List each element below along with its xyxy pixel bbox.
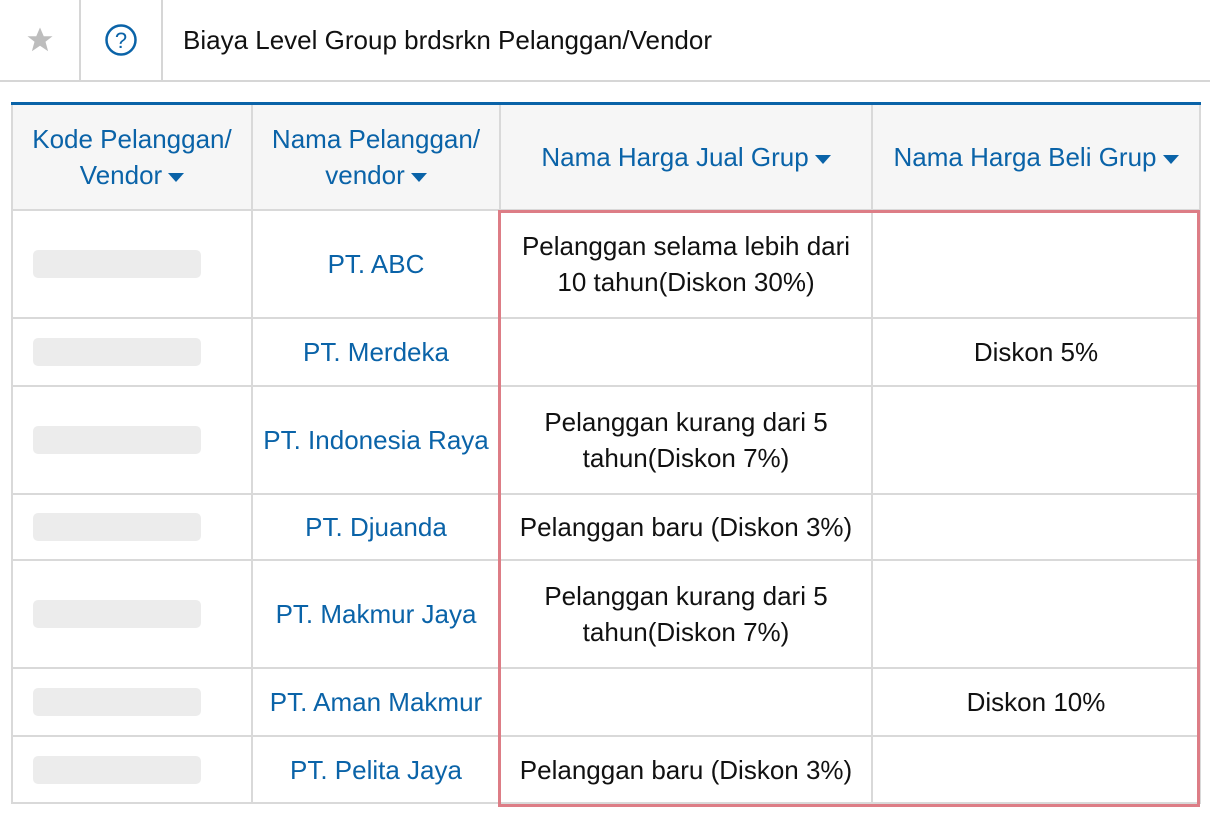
code-cell xyxy=(11,317,253,387)
buy-group-cell[interactable] xyxy=(871,385,1201,495)
code-cell xyxy=(11,735,253,804)
name-cell[interactable]: PT. Djuanda xyxy=(251,493,501,561)
column-label: Nama Harga Jual Grup xyxy=(541,142,809,172)
buy-group-cell[interactable] xyxy=(871,559,1201,669)
group-price-table: Kode Pelanggan/ Vendor Nama Pelanggan/ v… xyxy=(11,102,1201,804)
column-header-buy-group[interactable]: Nama Harga Beli Grup xyxy=(871,102,1201,211)
buy-group-cell[interactable] xyxy=(871,493,1201,561)
buy-group-cell[interactable]: Diskon 5% xyxy=(871,317,1201,387)
table-row[interactable]: PT. Aman Makmur Diskon 10% xyxy=(11,667,1201,737)
table-row[interactable]: PT. Merdeka Diskon 5% xyxy=(11,317,1201,387)
sell-group-cell[interactable]: Pelanggan baru (Diskon 3%) xyxy=(499,735,873,804)
table-row[interactable]: PT. Pelita Jaya Pelanggan baru (Diskon 3… xyxy=(11,735,1201,804)
sell-group-cell[interactable]: Pelanggan kurang dari 5 tahun(Diskon 7%) xyxy=(499,385,873,495)
svg-text:?: ? xyxy=(115,28,127,53)
buy-group-cell[interactable] xyxy=(871,735,1201,804)
table-row[interactable]: PT. Djuanda Pelanggan baru (Diskon 3%) xyxy=(11,493,1201,561)
name-cell[interactable]: PT. Merdeka xyxy=(251,317,501,387)
name-cell[interactable]: PT. Pelita Jaya xyxy=(251,735,501,804)
name-cell[interactable]: PT. Makmur Jaya xyxy=(251,559,501,669)
code-placeholder xyxy=(33,250,201,278)
code-placeholder xyxy=(33,513,201,541)
sell-group-cell[interactable]: Pelanggan kurang dari 5 tahun(Diskon 7%) xyxy=(499,559,873,669)
help-button[interactable]: ? xyxy=(81,0,163,80)
table-header-row: Kode Pelanggan/ Vendor Nama Pelanggan/ v… xyxy=(11,102,1201,211)
name-cell[interactable]: PT. ABC xyxy=(251,209,501,319)
caret-down-icon xyxy=(168,172,185,182)
table-row[interactable]: PT. ABC Pelanggan selama lebih dari 10 t… xyxy=(11,209,1201,319)
buy-group-cell[interactable]: Diskon 10% xyxy=(871,667,1201,737)
code-placeholder xyxy=(33,600,201,628)
code-placeholder xyxy=(33,755,201,784)
favorite-button[interactable] xyxy=(0,0,81,80)
code-cell xyxy=(11,493,253,561)
sell-group-cell[interactable]: Pelanggan baru (Diskon 3%) xyxy=(499,493,873,561)
column-label: Nama Harga Beli Grup xyxy=(893,142,1157,172)
code-placeholder xyxy=(33,338,201,366)
code-cell xyxy=(11,209,253,319)
code-cell xyxy=(11,667,253,737)
column-header-sell-group[interactable]: Nama Harga Jual Grup xyxy=(499,102,873,211)
help-circle-icon: ? xyxy=(105,24,137,56)
page-title: Biaya Level Group brdsrkn Pelanggan/Vend… xyxy=(183,24,713,55)
caret-down-icon xyxy=(814,154,831,164)
table-row[interactable]: PT. Indonesia Raya Pelanggan kurang dari… xyxy=(11,385,1201,495)
sell-group-cell[interactable] xyxy=(499,667,873,737)
name-cell[interactable]: PT. Indonesia Raya xyxy=(251,385,501,495)
column-header-name[interactable]: Nama Pelanggan/ vendor xyxy=(251,102,501,211)
column-label: Kode Pelanggan/ Vendor xyxy=(32,124,232,190)
column-label: Nama Pelanggan/ vendor xyxy=(271,124,481,190)
caret-down-icon xyxy=(410,172,427,182)
code-placeholder xyxy=(33,426,201,454)
code-cell xyxy=(11,385,253,495)
code-cell xyxy=(11,559,253,669)
name-cell[interactable]: PT. Aman Makmur xyxy=(251,667,501,737)
star-icon xyxy=(27,27,52,52)
table-row[interactable]: PT. Makmur Jaya Pelanggan kurang dari 5 … xyxy=(11,559,1201,669)
sell-group-cell[interactable]: Pelanggan selama lebih dari 10 tahun(Dis… xyxy=(499,209,873,319)
top-bar: ? Biaya Level Group brdsrkn Pelanggan/Ve… xyxy=(0,0,1210,82)
code-placeholder xyxy=(33,688,201,716)
sell-group-cell[interactable] xyxy=(499,317,873,387)
column-header-code[interactable]: Kode Pelanggan/ Vendor xyxy=(11,102,253,211)
buy-group-cell[interactable] xyxy=(871,209,1201,319)
caret-down-icon xyxy=(1162,154,1179,164)
